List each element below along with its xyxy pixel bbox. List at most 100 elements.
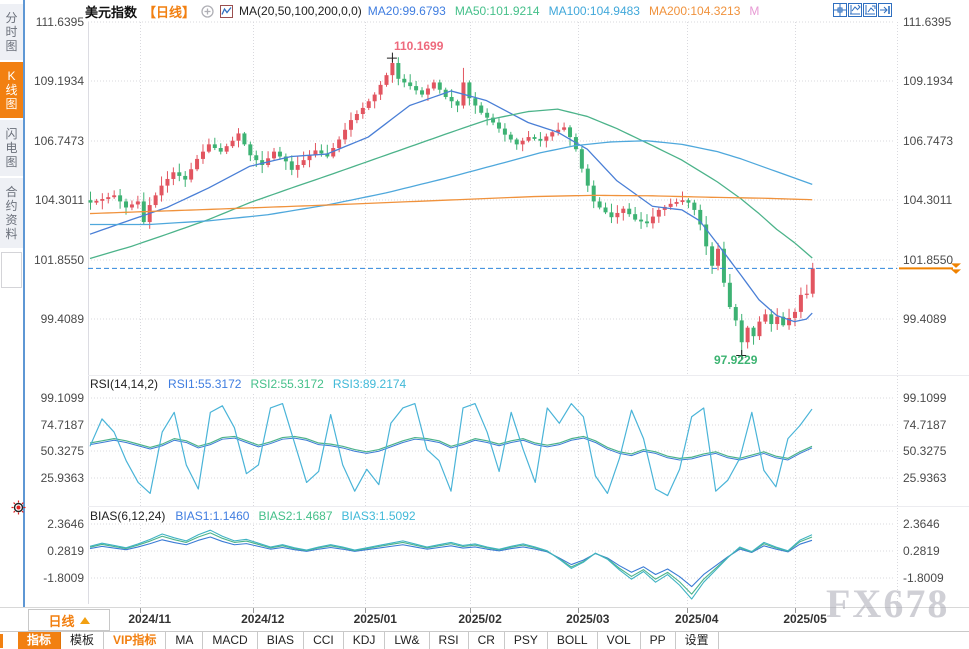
- chart-header: 美元指数 【日线】 MA(20,50,100,200,0,0) MA20:99.…: [85, 2, 759, 20]
- sidebar-item-char: 图: [5, 155, 18, 169]
- sidebar-item-0[interactable]: 分时图: [0, 4, 23, 60]
- xaxis-date-label: 2024/11: [128, 612, 172, 626]
- sidebar-item-char: 闪: [5, 127, 18, 141]
- toolbar-tab-指标[interactable]: 指标: [18, 632, 62, 649]
- sidebar-item-char: 线: [5, 83, 18, 97]
- sidebar-item-char: K: [7, 69, 16, 83]
- toolbar-tab-RSI[interactable]: RSI: [430, 632, 469, 649]
- price-axis-left-label: 104.3011: [34, 193, 84, 208]
- sidebar-item-2[interactable]: 闪电图: [0, 120, 23, 176]
- indicator-params: MA(20,50,100,200,0,0): [239, 4, 362, 18]
- alarm-icon[interactable]: [11, 500, 26, 515]
- crosshair-icon[interactable]: [833, 3, 847, 17]
- period-selector[interactable]: 日线: [28, 609, 110, 631]
- sidebar-item-char: 图: [5, 97, 18, 111]
- bias-axis-right-label: 2.3646: [903, 517, 940, 531]
- rsi-values: RSI1:55.3172 RSI2:55.3172 RSI3:89.2174: [168, 377, 406, 391]
- xaxis-date-label: 2025/02: [458, 612, 502, 626]
- bias-title: BIAS(6,12,24): [90, 509, 166, 523]
- rsi-axis-right-label: 25.9363: [903, 471, 947, 486]
- sidebar-spacer: [1, 252, 22, 288]
- scale-x-icon[interactable]: [848, 3, 862, 17]
- ma-values: MA20:99.6793 MA50:101.9214 MA100:104.9483 M…: [368, 4, 760, 18]
- xaxis-date-label: 2025/05: [783, 612, 827, 626]
- toolbar-tab-MACD[interactable]: MACD: [203, 632, 258, 649]
- price-axis-left-label: 109.1934: [33, 74, 84, 89]
- rsi-value-1: RSI2:55.3172: [250, 377, 324, 391]
- indicator-chart-icon[interactable]: [220, 4, 234, 18]
- toolbar-tab-LW&[interactable]: LW&: [385, 632, 430, 649]
- high-price-annotation: 110.1699: [394, 39, 444, 53]
- toolbar-tab-BIAS[interactable]: BIAS: [258, 632, 305, 649]
- toolbar-tab-PSY[interactable]: PSY: [505, 632, 548, 649]
- xaxis-tick: [795, 608, 797, 613]
- sidebar-item-3[interactable]: 合约资料: [0, 178, 23, 248]
- bias-values: BIAS1:1.1460 BIAS2:1.4687 BIAS3:1.5092: [175, 509, 415, 523]
- bias-value-0: BIAS1:1.1460: [175, 509, 250, 523]
- rsi-value-0: RSI1:55.3172: [168, 377, 242, 391]
- sidebar-item-char: 图: [5, 39, 18, 53]
- price-axis-left-label: 106.7473: [33, 133, 84, 148]
- rsi-axis-left-label: 50.3275: [40, 444, 84, 459]
- ma-value-0: MA20:99.6793: [367, 4, 446, 18]
- price-axis-right-label: 101.8550: [903, 252, 954, 267]
- toolbar-tab-VOL[interactable]: VOL: [598, 632, 641, 649]
- sidebar-item-char: 时: [5, 25, 18, 39]
- price-axis-left-label: 101.8550: [33, 252, 84, 267]
- xaxis-tick: [470, 608, 472, 613]
- rsi-axis-left-label: 99.1099: [40, 391, 84, 405]
- xaxis-row: 日线 2024/11 2024/12 2025/01 2025/02 2025/03 20…: [0, 607, 969, 631]
- toolbar-tab-PP[interactable]: PP: [641, 632, 676, 649]
- header-tools: [833, 3, 892, 17]
- jump-latest-icon[interactable]: [878, 3, 892, 17]
- sidebar-item-char: 料: [5, 227, 18, 241]
- add-compare-icon[interactable]: [201, 4, 214, 18]
- toolbar-tab-CR[interactable]: CR: [469, 632, 505, 649]
- rsi-axis-right-label: 99.1099: [903, 391, 947, 405]
- bias-axis-right-label: 0.2819: [903, 544, 940, 558]
- low-price-annotation: 97.9229: [714, 353, 758, 367]
- chevron-up-icon: [79, 616, 90, 624]
- ma-value-1: MA50:101.9214: [454, 4, 540, 18]
- xaxis-date-label: 2024/12: [241, 612, 285, 626]
- rsi-axis-left-label: 25.9363: [40, 471, 84, 486]
- xaxis-tick: [686, 608, 688, 613]
- toolbar-tab-设置[interactable]: 设置: [676, 632, 719, 649]
- sidebar-item-char: 资: [5, 213, 18, 227]
- xaxis-date-label: 2025/01: [353, 612, 397, 626]
- toolbar-tab-MA[interactable]: MA: [166, 632, 204, 649]
- price-chart-canvas[interactable]: [25, 0, 969, 607]
- bias-axis-left-label: 0.2819: [47, 544, 84, 558]
- sidebar-item-char: 合: [5, 185, 18, 199]
- rsi-axis-right-label: 50.3275: [903, 444, 947, 459]
- toolbar-tab-模板[interactable]: 模板: [61, 632, 105, 649]
- bias-value-2: BIAS3:1.5092: [341, 509, 416, 523]
- xaxis-date-label: 2025/03: [566, 612, 610, 626]
- rsi-pane-header: RSI(14,14,2) RSI1:55.3172 RSI2:55.3172 RSI…: [90, 377, 411, 391]
- toolbar-tab-VIP指标[interactable]: VIP指标: [104, 632, 167, 649]
- price-axis-right-label: 106.7473: [903, 133, 954, 148]
- ma-value-2: MA100:104.9483: [548, 4, 640, 18]
- sidebar-item-char: 电: [5, 141, 18, 155]
- toolbar-tab-KDJ[interactable]: KDJ: [344, 632, 386, 649]
- xaxis-tick: [577, 608, 579, 613]
- rsi-value-2: RSI3:89.2174: [332, 377, 407, 391]
- ma-value-4: M: [749, 4, 760, 18]
- price-axis-right-label: 99.4089: [903, 311, 947, 326]
- xaxis-tick: [365, 608, 367, 613]
- toolbar-tab-BOLL[interactable]: BOLL: [548, 632, 598, 649]
- price-axis-left-label: 99.4089: [40, 311, 84, 326]
- toolbar-tab-CCI[interactable]: CCI: [304, 632, 344, 649]
- bias-value-1: BIAS2:1.4687: [258, 509, 333, 523]
- rsi-title: RSI(14,14,2): [90, 377, 159, 391]
- xaxis-tick: [252, 608, 254, 613]
- scale-y-icon[interactable]: [863, 3, 877, 17]
- price-axis-right-label: 111.6395: [903, 15, 952, 29]
- bias-pane-header: BIAS(6,12,24) BIAS1:1.1460 BIAS2:1.4687 BI…: [90, 509, 420, 523]
- indicator-toolbar: 指标 模板 VIP指标 MA MACD BIAS CCI KDJ LW& RSI CR PSY BOLL…: [0, 631, 969, 649]
- sidebar-item-char: 约: [5, 199, 18, 213]
- ma-value-3: MA200:104.3213: [648, 4, 741, 18]
